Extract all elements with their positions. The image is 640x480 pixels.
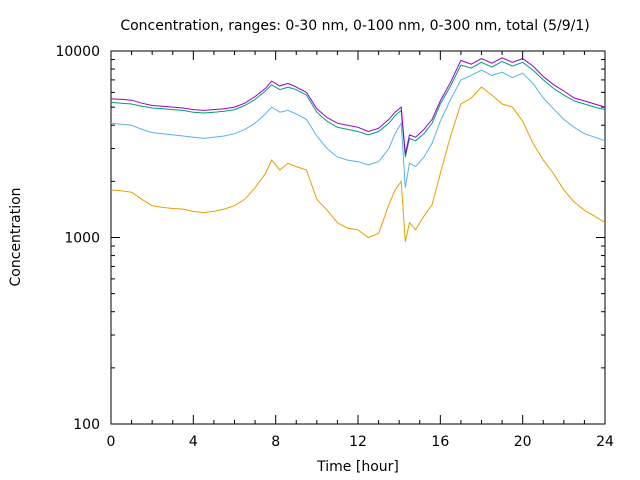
x-tick-label: 8 (271, 434, 280, 450)
series-line-1 (110, 86, 606, 242)
series-line-3 (110, 60, 606, 158)
y-tick-label: 10000 (55, 44, 100, 60)
series-line-2 (110, 69, 606, 188)
x-tick-label: 4 (189, 434, 198, 450)
x-tick-label: 16 (431, 434, 449, 450)
x-axis-label: Time [hour] (316, 459, 399, 475)
x-tick-label: 20 (514, 434, 532, 450)
axis-tick-labels: 0 4 8 12 16 20 24 100 1000 10000 (55, 44, 614, 450)
series-lines (110, 57, 606, 242)
y-axis-label: Concentration (8, 187, 24, 286)
x-tick-label: 0 (107, 434, 116, 450)
series-line-4 (110, 57, 606, 155)
axis-ticks (110, 50, 606, 425)
chart-title: Concentration, ranges: 0-30 nm, 0-100 nm… (120, 18, 589, 34)
y-tick-label: 100 (73, 417, 100, 433)
plot-frame (110, 50, 606, 425)
x-tick-label: 24 (596, 434, 614, 450)
y-tick-label: 1000 (64, 231, 100, 247)
x-tick-label: 12 (349, 434, 367, 450)
